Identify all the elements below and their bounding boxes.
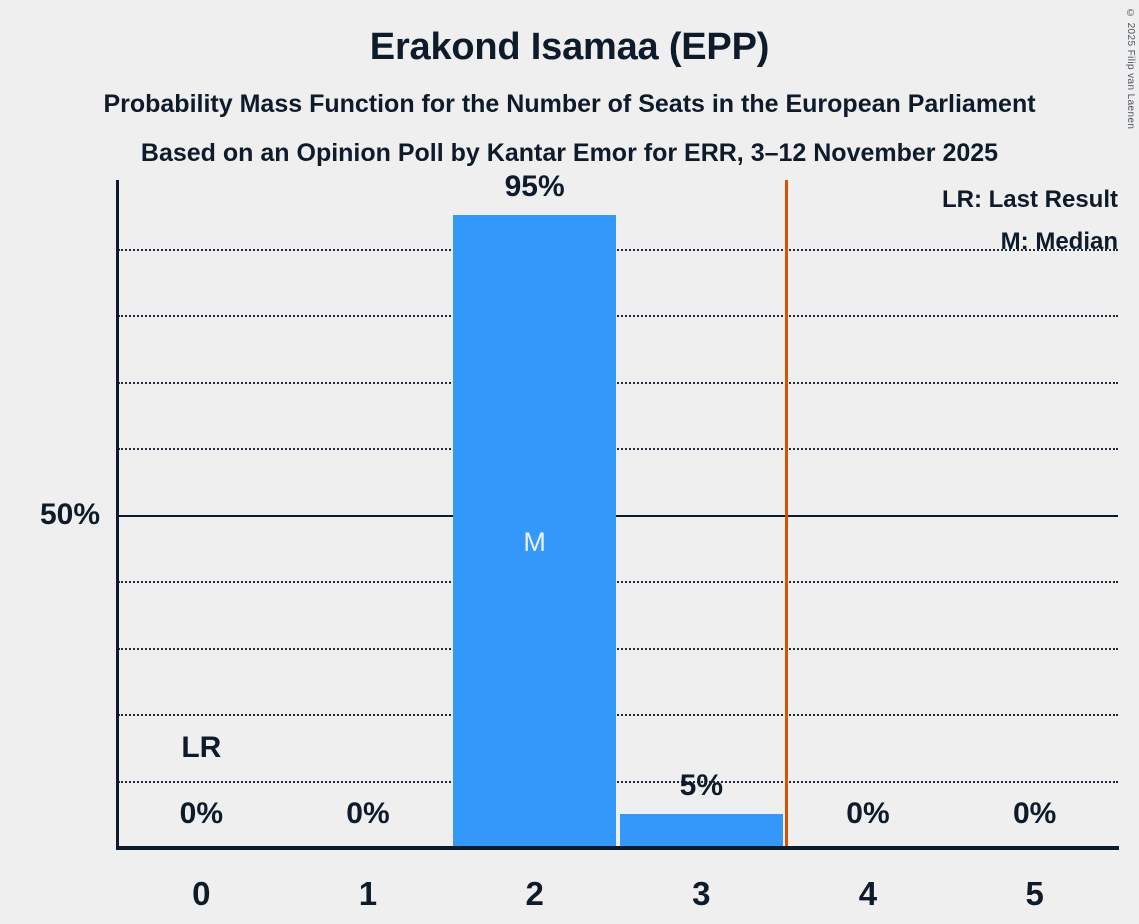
bar-2[interactable] xyxy=(452,215,617,847)
gridline-70 xyxy=(118,381,1118,384)
bar-value-label-0: 0% xyxy=(179,797,223,830)
x-tick-label-4: 4 xyxy=(858,875,878,912)
gridline-80 xyxy=(118,315,1118,317)
bar-value-label-2: 95% xyxy=(504,170,565,204)
chart-plot-area: 0% LR 0% 95% M 5% 0% 0% LR: Last Result M: Medi… xyxy=(116,172,1119,850)
bar-3[interactable] xyxy=(619,813,784,847)
bar-value-label-4: 0% xyxy=(846,797,890,830)
gridline-10 xyxy=(118,780,1118,783)
last-result-line xyxy=(784,180,788,849)
copyright-notice: © 2025 Filip van Laenen xyxy=(1125,8,1136,130)
last-result-marker: LR xyxy=(181,730,222,764)
bar-value-label-5: 0% xyxy=(1012,797,1057,830)
y-tick-label-50: 50% xyxy=(39,497,100,531)
x-tick-label-5: 5 xyxy=(1025,875,1044,912)
chart-header: Erakond Isamaa (EPP) Probability Mass Fu… xyxy=(0,0,1139,166)
gridline-20 xyxy=(118,714,1118,716)
chart-subtitle-primary: Probability Mass Function for the Number… xyxy=(103,90,1036,118)
median-marker: M xyxy=(523,526,546,557)
legend-item-last-result: LR: Last Result xyxy=(941,186,1118,213)
x-axis-line xyxy=(116,846,1119,850)
legend-item-median: M: Median xyxy=(1000,228,1118,255)
x-tick-label-0: 0 xyxy=(192,875,211,912)
x-tick-label-3: 3 xyxy=(692,875,711,912)
gridline-90 xyxy=(118,248,1118,251)
bar-value-label-3: 5% xyxy=(679,768,723,802)
chart-subtitle-secondary: Based on an Opinion Poll by Kantar Emor … xyxy=(140,139,999,167)
gridline-50 xyxy=(118,514,1118,517)
gridline-30 xyxy=(118,647,1118,650)
x-tick-label-1: 1 xyxy=(358,875,378,912)
gridline-40 xyxy=(118,581,1118,583)
bar-value-label-1: 0% xyxy=(346,797,390,830)
gridline-60 xyxy=(118,448,1118,450)
x-tick-label-2: 2 xyxy=(525,875,544,912)
page-title: Erakond Isamaa (EPP) xyxy=(369,26,770,68)
y-axis-line xyxy=(116,180,119,847)
